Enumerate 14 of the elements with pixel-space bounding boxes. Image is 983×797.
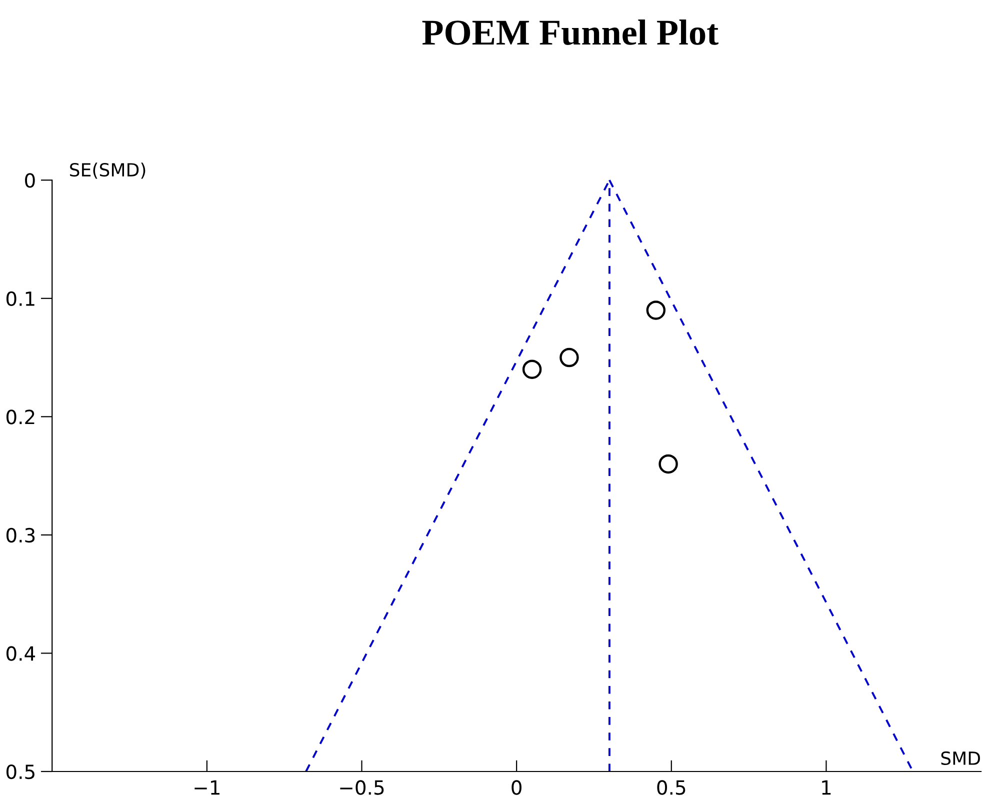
y-tick-label: 0 bbox=[25, 173, 35, 188]
y-tick-label: 0.1 bbox=[6, 291, 34, 306]
y-tick-label: 0.3 bbox=[6, 528, 35, 543]
x-tick-label: −0.5 bbox=[340, 780, 384, 795]
x-tick-label: −1 bbox=[194, 780, 220, 795]
y-axis-title: SE(SMD) bbox=[70, 162, 146, 179]
y-tick-label: 0.4 bbox=[6, 646, 36, 661]
x-axis-title: SMD bbox=[941, 751, 980, 766]
y-tick-label: 0.2 bbox=[6, 410, 34, 424]
chart-title: POEM Funnel Plot bbox=[422, 19, 718, 45]
x-tick-label: 1 bbox=[822, 780, 831, 795]
y-tick-label: 0.5 bbox=[6, 764, 34, 780]
x-tick-label: 0 bbox=[512, 780, 522, 795]
x-tick-label: 0.5 bbox=[657, 780, 686, 795]
